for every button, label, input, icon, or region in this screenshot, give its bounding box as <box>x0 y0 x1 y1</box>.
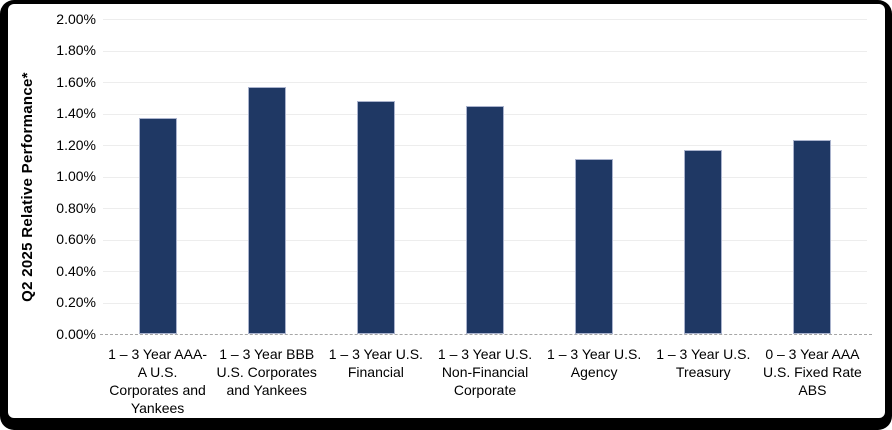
bar-1-3-year-bbb-u-s-corporates-and-yankees <box>247 86 286 334</box>
y-tick-label: 1.40% <box>56 105 96 121</box>
x-category-label-line: ABS <box>798 382 827 398</box>
x-category-label-line: 1 – 3 Year BBB <box>219 346 315 362</box>
x-category-label-line: 1 – 3 Year U.S. <box>656 346 751 362</box>
x-category-label-line: Non-Financial <box>441 364 529 380</box>
y-tick-label: 0.20% <box>56 294 96 310</box>
y-tick-label: 0.80% <box>56 199 96 216</box>
bar-1-3-year-u-s-non-financial-corporate <box>466 105 504 334</box>
x-category-label-line: 1 – 3 Year U.S. <box>437 346 533 362</box>
y-tick-label: 0.60% <box>56 231 96 247</box>
x-category-label-line: Financial <box>347 364 404 380</box>
x-category-label-1-3-year-u-s-treasury: 1 – 3 Year U.S. Treasury <box>642 345 764 381</box>
y-tick-label: 0.40% <box>56 262 96 279</box>
x-category-label-line: 1 – 3 Year U.S. <box>547 346 642 362</box>
gridline <box>103 82 867 83</box>
bar-1-3-year-u-s-agency <box>575 159 614 334</box>
x-category-label-line: 1 – 3 Year U.S. <box>328 346 423 362</box>
x-category-label-line: Agency <box>570 364 618 380</box>
y-tick-label: 1.60% <box>56 73 96 90</box>
x-category-label-line: U.S. Fixed Rate <box>763 364 862 380</box>
x-category-label-1-3-year-aaa-a-u-s-corporates-and-yankees: 1 – 3 Year AAA- A U.S. Corporates and Yanke… <box>97 345 219 417</box>
x-category-label-line: Corporates and <box>109 382 206 398</box>
x-category-label-1-3-year-bbb-u-s-corporates-and-yankees: 1 – 3 Year BBB U.S. Corporates and Yankees <box>206 345 328 399</box>
x-category-label-line: and Yankees <box>226 382 307 398</box>
x-category-label-line: U.S. Corporates <box>216 364 317 380</box>
bar-1-3-year-aaa-a-u-s-corporates-and-yankees <box>138 118 177 334</box>
x-category-label-0-3-year-aaa-u-s-fixed-rate-abs: 0 – 3 Year AAA U.S. Fixed Rate ABS <box>751 345 873 399</box>
bar-1-3-year-u-s-financial <box>356 100 395 334</box>
y-tick-label: 1.80% <box>56 42 96 58</box>
x-category-label-line: 0 – 3 Year AAA <box>765 346 860 362</box>
x-category-label-line: Yankees <box>130 400 185 416</box>
y-tick-label: 1.20% <box>56 136 96 153</box>
bar-1-3-year-u-s-treasury <box>684 149 723 334</box>
x-category-label-line: Treasury <box>675 364 731 380</box>
x-category-label-1-3-year-u-s-non-financial-corporate: 1 – 3 Year U.S. Non-Financial Corporate <box>424 345 546 399</box>
x-category-label-line: Corporate <box>453 382 517 398</box>
x-category-label-1-3-year-u-s-agency: 1 – 3 Year U.S. Agency <box>533 345 655 381</box>
x-category-label-line: 1 – 3 Year AAA- <box>108 346 207 362</box>
x-category-label-1-3-year-u-s-financial: 1 – 3 Year U.S. Financial <box>315 345 437 381</box>
zero-baseline <box>100 334 872 335</box>
x-category-label-line: A U.S. <box>137 364 178 380</box>
y-tick-label: 2.00% <box>56 10 96 27</box>
gridline <box>103 19 867 20</box>
y-tick-label: 1.00% <box>56 168 96 184</box>
gridline <box>103 50 867 52</box>
bar-0-3-year-aaa-u-s-fixed-rate-abs <box>793 140 832 334</box>
y-tick-label: 0.00% <box>56 325 96 342</box>
